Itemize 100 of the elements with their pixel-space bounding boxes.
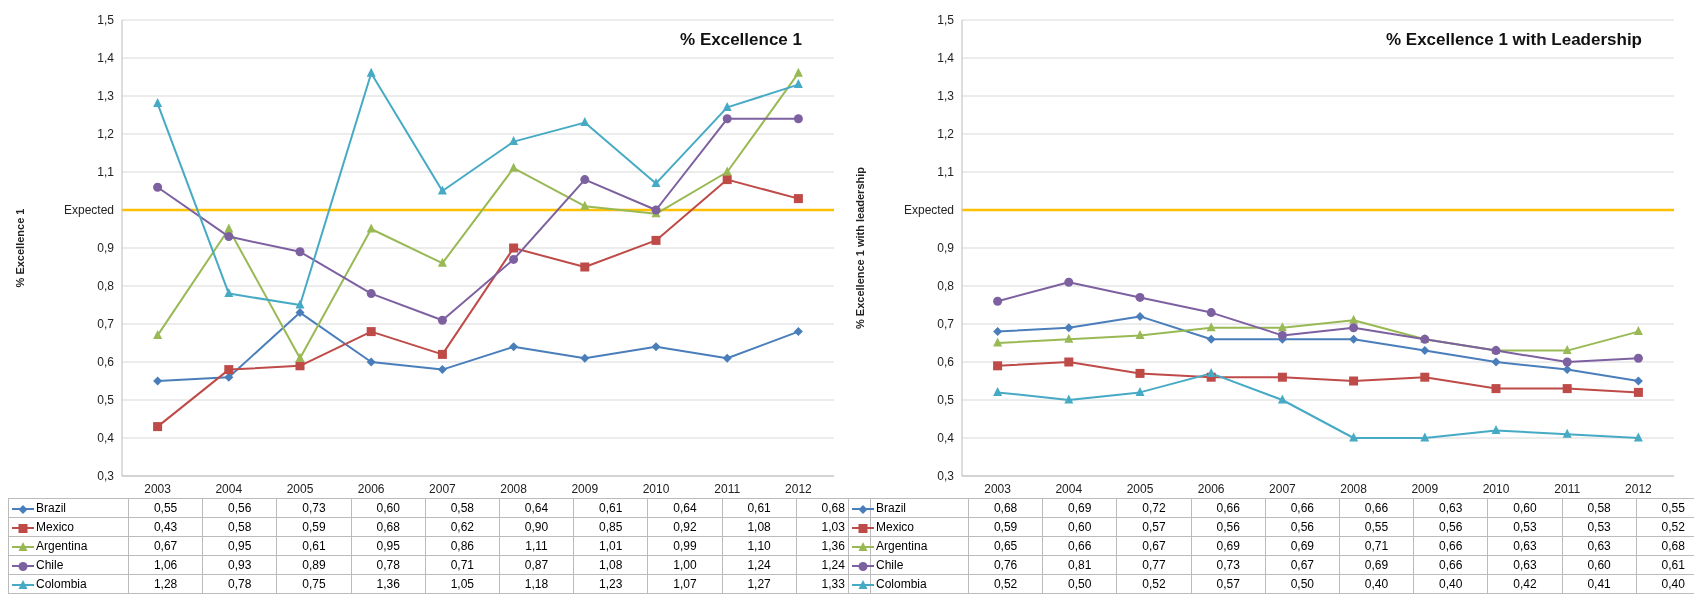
data-label: 0,78 — [202, 574, 277, 594]
data-label: 0,86 — [425, 536, 500, 556]
point — [224, 223, 234, 233]
point — [793, 194, 803, 204]
y-tick-label: 1,3 — [97, 89, 115, 104]
point — [1349, 432, 1359, 442]
point — [366, 223, 376, 233]
y-tick-label: 0,3 — [97, 469, 115, 484]
x-tick-label: 2011 — [714, 481, 741, 496]
data-label: 0,81 — [1042, 555, 1117, 575]
legend-label: Colombia — [36, 577, 87, 591]
point — [153, 422, 163, 432]
data-label: 1,36 — [351, 574, 426, 594]
point — [580, 200, 590, 210]
point — [153, 98, 163, 108]
point — [580, 117, 590, 127]
point — [1562, 384, 1572, 394]
legend-label: Chile — [876, 558, 904, 572]
data-label: 0,40 — [1339, 574, 1414, 594]
x-tick-label: 2008 — [1340, 481, 1368, 496]
data-label: 0,99 — [647, 536, 722, 556]
data-label: 1,24 — [796, 555, 871, 575]
y-tick-label: 1,1 — [97, 165, 115, 180]
legend-label: Colombia — [876, 577, 927, 591]
point — [295, 308, 305, 318]
data-label: 0,61 — [722, 498, 797, 518]
y-tick-label: 0,8 — [97, 279, 115, 294]
point — [722, 101, 732, 111]
point — [437, 349, 447, 359]
point — [295, 247, 305, 257]
point — [1633, 432, 1643, 442]
data-label: 1,06 — [128, 555, 203, 575]
point — [509, 243, 519, 253]
data-label: 1,08 — [573, 555, 648, 575]
text: % Excellence 1 — [680, 30, 802, 50]
point — [1135, 386, 1145, 396]
y-tick-label: 1,5 — [97, 13, 115, 28]
point — [1064, 277, 1074, 287]
x-tick-label: 2008 — [500, 481, 528, 496]
point — [153, 329, 163, 339]
x-tick-label: 2007 — [429, 481, 457, 496]
x-tick-label: 2005 — [286, 481, 314, 496]
legend-label: Mexico — [36, 520, 75, 534]
point — [437, 315, 447, 325]
y-tick-label: 0,7 — [97, 317, 115, 332]
point — [366, 67, 376, 77]
point — [1562, 428, 1572, 438]
point — [509, 254, 519, 264]
point — [295, 361, 305, 371]
data-label: 0,73 — [276, 498, 352, 518]
x-tick-label: 2005 — [1126, 481, 1154, 496]
point — [509, 136, 519, 146]
data-label: 1,03 — [796, 517, 871, 537]
point — [224, 232, 234, 242]
point — [1064, 357, 1074, 367]
point — [1491, 384, 1501, 394]
data-label: 0,59 — [968, 517, 1043, 537]
point — [1206, 308, 1216, 318]
data-label: 0,63 — [1487, 555, 1562, 575]
point — [1135, 329, 1145, 339]
data-label: 0,50 — [1265, 574, 1340, 594]
data-label: 0,52 — [1116, 574, 1192, 594]
data-label: 0,95 — [202, 536, 277, 556]
x-tick-label: 2003 — [144, 481, 172, 496]
text: % Excellence 1 with Leadership — [1385, 30, 1642, 50]
data-label: 0,77 — [1116, 555, 1192, 575]
data-label: 0,71 — [425, 555, 500, 575]
data-label: 0,67 — [1116, 536, 1192, 556]
data-label: 0,64 — [647, 498, 722, 518]
y-tick-label: 0,3 — [937, 469, 955, 484]
legend-label: Brazil — [876, 501, 907, 515]
point — [993, 327, 1003, 337]
point — [651, 235, 661, 245]
point — [1349, 376, 1359, 386]
data-label: 0,69 — [1191, 536, 1266, 556]
point — [153, 376, 163, 386]
data-label: 0,53 — [1562, 517, 1637, 537]
y-tick-label: Expected — [63, 203, 114, 218]
data-label: 0,87 — [499, 555, 574, 575]
legend-label: Brazil — [36, 501, 67, 515]
point — [993, 337, 1003, 347]
data-label: 0,40 — [1413, 574, 1488, 594]
data-label: 1,10 — [722, 536, 797, 556]
x-tick-label: 2003 — [984, 481, 1012, 496]
data-label: 1,23 — [573, 574, 648, 594]
y-tick-label: 0,4 — [97, 431, 115, 446]
data-label: 0,66 — [1413, 536, 1488, 556]
data-label: 0,50 — [1042, 574, 1117, 594]
point — [366, 289, 376, 299]
legend-label: Argentina — [36, 539, 88, 553]
point — [509, 342, 519, 352]
data-label: 0,60 — [351, 498, 426, 518]
data-label: 0,69 — [1265, 536, 1340, 556]
y-tick-label: 0,9 — [97, 241, 115, 256]
point — [793, 79, 803, 89]
data-label: 0,57 — [1116, 517, 1192, 537]
point — [1491, 357, 1501, 367]
point — [366, 357, 376, 367]
data-label: 0,61 — [276, 536, 352, 556]
point — [1562, 357, 1572, 367]
